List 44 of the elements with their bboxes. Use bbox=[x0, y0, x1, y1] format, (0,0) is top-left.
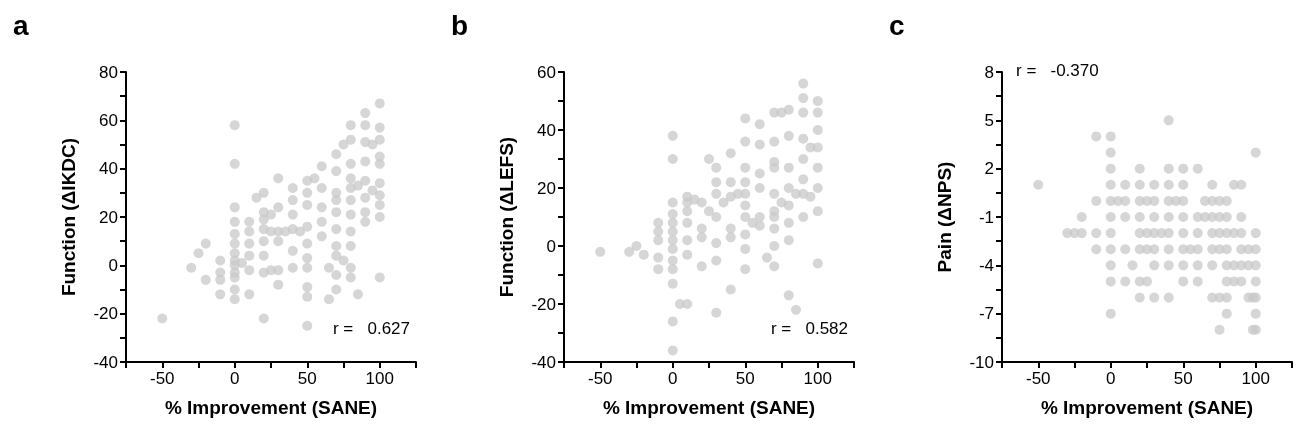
x-tick-label: 100 bbox=[803, 369, 832, 388]
x-tick-label: 100 bbox=[365, 369, 394, 388]
y-tick-label: 0 bbox=[108, 255, 118, 275]
y-tick-label: -40 bbox=[93, 352, 118, 372]
x-tick-label: 50 bbox=[297, 369, 317, 388]
y-tick-label: 60 bbox=[537, 62, 556, 82]
y-tick-label: -4 bbox=[978, 255, 994, 275]
y-tick-label: 60 bbox=[99, 110, 118, 130]
x-tick-label: -50 bbox=[587, 369, 613, 388]
y-tick-label: 80 bbox=[99, 62, 118, 82]
x-tick-label: -50 bbox=[1025, 369, 1051, 388]
chart-title: a bbox=[13, 9, 29, 41]
y-tick-label: -40 bbox=[531, 352, 556, 372]
y-tick-label: 2 bbox=[984, 159, 994, 179]
y-tick-label: -7 bbox=[978, 304, 994, 324]
x-tick-label: 50 bbox=[1173, 369, 1193, 388]
y-axis-title: Pain (ΔNPS) bbox=[934, 161, 955, 273]
y-tick-label: 20 bbox=[99, 207, 118, 227]
y-axis-title: Function (ΔIKDC) bbox=[58, 137, 79, 297]
y-axis-title: Function (ΔLEFS) bbox=[496, 136, 517, 298]
x-tick-label: -50 bbox=[149, 369, 175, 388]
y-tick-label: -1 bbox=[978, 207, 994, 227]
annotation: r = 0.627 bbox=[332, 319, 410, 338]
y-tick-label: 8 bbox=[984, 62, 994, 82]
chart-title: c bbox=[889, 9, 905, 41]
annotation: r = 0.582 bbox=[770, 319, 848, 338]
y-tick-label: 40 bbox=[537, 120, 556, 140]
y-tick-label: -10 bbox=[969, 352, 994, 372]
x-tick-label: 0 bbox=[230, 369, 240, 388]
y-tick-label: 40 bbox=[99, 159, 118, 179]
x-tick-label: 0 bbox=[1106, 369, 1116, 388]
y-tick-label: 20 bbox=[537, 178, 556, 198]
x-axis-title: % Improvement (SANE) bbox=[164, 397, 378, 418]
x-tick-label: 0 bbox=[668, 369, 678, 388]
y-tick-label: 5 bbox=[984, 110, 994, 130]
y-tick-label: -20 bbox=[531, 294, 556, 314]
chart-title: b bbox=[451, 9, 469, 41]
x-tick-label: 50 bbox=[735, 369, 755, 388]
y-tick-label: 0 bbox=[546, 236, 556, 256]
x-axis-title: % Improvement (SANE) bbox=[1040, 397, 1254, 418]
x-tick-label: 100 bbox=[1241, 369, 1270, 388]
y-tick-label: -20 bbox=[93, 304, 118, 324]
annotation: r = -0.370 bbox=[1016, 61, 1099, 80]
x-axis-title: % Improvement (SANE) bbox=[602, 397, 816, 418]
